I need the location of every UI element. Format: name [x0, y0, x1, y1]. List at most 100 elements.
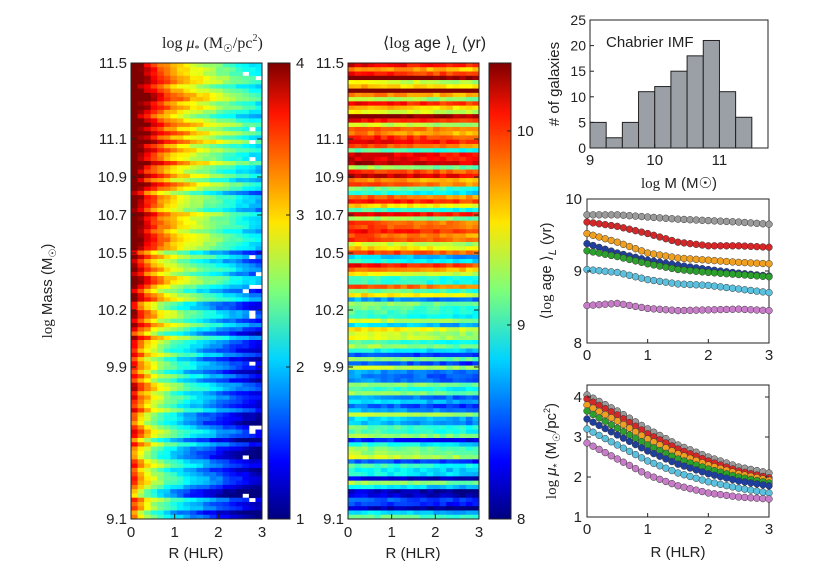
heatmap-cell	[387, 84, 395, 89]
heatmap-cell	[420, 186, 427, 192]
heatmap-cell	[216, 190, 224, 196]
heatmap-cell	[176, 143, 184, 149]
heatmap-cell	[189, 348, 197, 354]
heatmap-cell	[420, 259, 427, 264]
heatmap-cell	[209, 335, 217, 341]
heatmap-cell	[459, 143, 467, 149]
heatmap-cell	[131, 442, 138, 447]
heatmap-cell	[229, 259, 237, 264]
heatmap-cell	[229, 459, 237, 464]
heatmap-cell	[209, 446, 217, 452]
heatmap-cell	[354, 480, 362, 486]
heatmap-cell	[452, 386, 460, 392]
heatmap-cell	[137, 118, 145, 124]
y-tick-label: 20	[570, 38, 586, 54]
heatmap-cell	[163, 361, 171, 366]
heatmap-cell	[426, 484, 434, 490]
heatmap-cell	[426, 506, 434, 511]
heatmap-cell	[216, 382, 224, 388]
heatmap-cell	[163, 224, 171, 230]
heatmap-cell	[255, 105, 263, 111]
heatmap-cell	[183, 335, 191, 341]
profile-point-green	[601, 417, 609, 425]
heatmap-cell	[374, 143, 382, 149]
heatmap-cell	[157, 310, 165, 315]
heatmap-cell	[420, 514, 427, 520]
heatmap-cell	[354, 382, 362, 388]
heatmap-cell	[348, 267, 355, 273]
heatmap-cell	[144, 152, 152, 158]
heatmap-cell	[420, 455, 427, 460]
histogram-annotation: Chabrier IMF	[606, 34, 694, 51]
heatmap-cell	[406, 399, 414, 405]
heatmap-cell	[387, 173, 395, 179]
profile-point-green	[692, 267, 700, 275]
heatmap-cell	[170, 420, 178, 426]
heatmap-cell	[150, 395, 158, 401]
heatmap-cell	[203, 143, 210, 149]
heatmap-cell	[131, 75, 138, 81]
heatmap-cell	[183, 92, 191, 98]
heatmap-cell	[426, 84, 434, 89]
heatmap-cell	[209, 131, 217, 136]
heatmap-cell	[465, 173, 473, 179]
heatmap-cell	[393, 340, 401, 345]
heatmap-cell	[183, 378, 191, 384]
profile-point-grey	[625, 212, 634, 220]
heatmap-cell	[446, 493, 454, 499]
heatmap-cell	[459, 148, 467, 153]
heatmap-cell	[465, 480, 473, 486]
profile-point-grey	[686, 216, 694, 224]
heatmap-cell	[393, 84, 401, 89]
heatmap-cell	[361, 314, 369, 320]
heatmap-cell	[426, 199, 434, 205]
heatmap-cell	[361, 63, 369, 68]
heatmap-cell	[459, 374, 467, 379]
heatmap-cell	[203, 101, 210, 107]
heatmap-cell	[157, 331, 165, 337]
heatmap-cell	[354, 459, 362, 464]
heatmap-cell	[354, 412, 362, 418]
heatmap-cell	[170, 442, 178, 447]
heatmap-cell	[183, 340, 191, 345]
heatmap-cell	[354, 233, 362, 239]
heatmap-cell	[235, 450, 243, 456]
heatmap-cell	[420, 203, 427, 209]
heatmap-cell	[354, 420, 362, 426]
profile-point-cyan	[698, 476, 706, 484]
heatmap-cell	[400, 365, 408, 371]
heatmap-cell	[183, 433, 191, 439]
heatmap-cell	[150, 84, 158, 89]
heatmap-cell	[446, 276, 454, 281]
heatmap-cell	[413, 357, 421, 362]
heatmap-cell	[452, 450, 460, 456]
heatmap-cell	[209, 246, 217, 251]
heatmap-cell	[209, 450, 217, 456]
heatmap-cell	[439, 199, 447, 205]
heatmap-cell	[426, 297, 434, 303]
heatmap-cell	[465, 280, 473, 286]
heatmap-cell	[354, 314, 362, 320]
heatmap-cell	[255, 97, 263, 102]
heatmap-cell	[203, 442, 210, 447]
heatmap-cell	[380, 233, 388, 239]
heatmap-cell	[242, 241, 250, 247]
heatmap-cell	[170, 369, 178, 375]
heatmap-cell	[235, 92, 243, 98]
heatmap-cell	[144, 386, 152, 392]
heatmap-cell	[354, 472, 362, 477]
heatmap-cell	[209, 241, 217, 247]
heatmap-cell	[459, 340, 467, 345]
heatmap-cell	[189, 178, 197, 183]
heatmap-cell	[189, 139, 197, 145]
heatmap-cell	[367, 463, 375, 469]
heatmap-cell	[203, 241, 210, 247]
heatmap-cell	[361, 152, 369, 158]
heatmap-cell	[216, 207, 224, 213]
heatmap-cell	[248, 472, 256, 477]
heatmap-cell	[367, 497, 375, 503]
heatmap-cell	[163, 288, 171, 294]
heatmap-cell	[361, 378, 369, 384]
heatmap-cell	[176, 327, 184, 332]
heatmap-cell	[183, 237, 191, 243]
